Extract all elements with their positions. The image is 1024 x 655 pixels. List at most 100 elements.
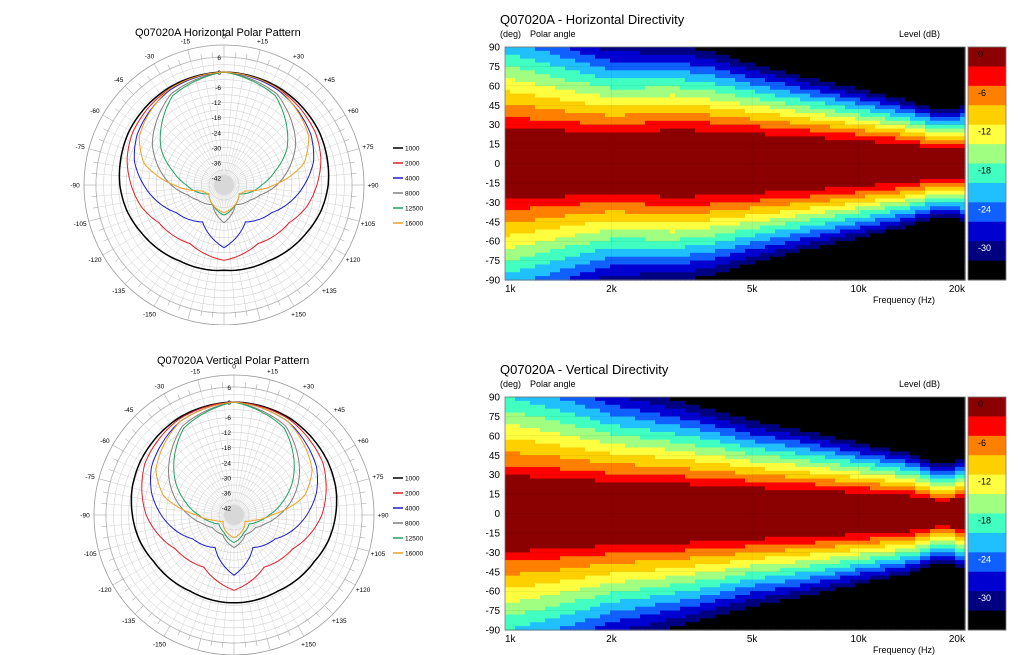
heatmap-cell [895, 54, 901, 60]
heatmap-cell [785, 109, 791, 114]
spoke [113, 120, 225, 186]
heatmap-cell [590, 175, 596, 180]
heatmap-cell [825, 264, 831, 269]
heatmap-cell [685, 140, 691, 145]
heatmap-cell [720, 50, 726, 56]
heatmap-cell [720, 62, 726, 68]
heatmap-cell [550, 225, 556, 231]
heatmap-cell [520, 260, 526, 266]
heatmap-cell [550, 194, 556, 200]
heatmap-cell [735, 105, 741, 110]
heatmap-cell [630, 186, 636, 192]
heatmap-cell [830, 70, 836, 75]
heatmap-cell [740, 78, 746, 83]
heatmap-cell [580, 66, 586, 71]
heatmap-cell [705, 202, 711, 207]
heatmap-cell [845, 163, 851, 168]
heatmap-cell [560, 144, 566, 149]
heatmap-cell [700, 97, 706, 102]
heatmap-cell [525, 182, 531, 188]
heatmap-cell [650, 140, 656, 145]
heatmap-cell [660, 229, 666, 234]
heatmap-cell [785, 198, 791, 203]
heatmap-cell [785, 62, 791, 68]
heatmap-cell [830, 260, 836, 266]
heatmap-cell [850, 147, 856, 153]
heatmap-cell [590, 155, 596, 161]
heatmap-cell [750, 233, 756, 238]
heatmap-cell [795, 272, 801, 277]
heatmap-cell [685, 97, 691, 102]
heatmap-cell [775, 245, 781, 250]
heatmap-cell [760, 151, 766, 157]
heatmap-cell [675, 70, 681, 75]
heatmap-cell [605, 163, 611, 168]
tick [103, 238, 109, 242]
heatmap-cell [840, 276, 846, 281]
heatmap-cell [685, 260, 691, 266]
heatmap-cell [545, 167, 551, 172]
heatmap-cell [710, 113, 716, 118]
heatmap-cell [725, 85, 731, 91]
heatmap-cell [615, 147, 621, 153]
heatmap-cell [765, 260, 771, 266]
heatmap-cell [660, 105, 666, 110]
heatmap-cell [600, 93, 606, 99]
heatmap-cell [695, 136, 701, 141]
heatmap-cell [630, 70, 636, 75]
heatmap-cell [610, 78, 616, 83]
heatmap-cell [560, 237, 566, 242]
heatmap-cell [570, 93, 576, 99]
heatmap-cell [665, 245, 671, 250]
heatmap-cell [755, 105, 761, 110]
heatmap-cell [725, 245, 731, 250]
heatmap-cell [855, 182, 861, 188]
heatmap-cell [755, 70, 761, 75]
heatmap-cell [715, 159, 721, 165]
heatmap-cell [835, 136, 841, 141]
heatmap-cell [515, 264, 521, 269]
heatmap-cell [605, 175, 611, 180]
heatmap-cell [615, 120, 621, 126]
heatmap-cell [570, 70, 576, 75]
heatmap-cell [670, 198, 676, 203]
heatmap-cell [875, 167, 881, 172]
tick [267, 59, 270, 65]
heatmap-cell [510, 276, 516, 281]
heatmap-cell [575, 167, 581, 172]
heatmap-cell [820, 260, 826, 266]
heatmap-cell [900, 97, 906, 102]
heatmap-cell [830, 66, 836, 71]
heatmap-cell [515, 140, 521, 145]
heatmap-cell [660, 210, 666, 215]
heatmap-cell [635, 62, 641, 68]
heatmap-cell [675, 276, 681, 281]
heatmap-cell [525, 109, 531, 114]
heatmap-cell [800, 241, 806, 246]
heatmap-cell [800, 194, 806, 200]
heatmap-cell [815, 132, 821, 137]
heatmap-cell [700, 210, 706, 215]
heatmap-cell [540, 202, 546, 207]
heatmap-cell [875, 151, 881, 157]
heatmap-cell [525, 101, 531, 106]
heatmap-cell [645, 85, 651, 91]
heatmap-cell [685, 113, 691, 118]
heatmap-cell [890, 93, 896, 99]
heatmap-cell [865, 62, 871, 68]
heatmap-cell [635, 264, 641, 269]
heatmap-cell [830, 93, 836, 99]
heatmap-cell [690, 128, 696, 134]
heatmap-cell [775, 151, 781, 157]
heatmap-cell [695, 113, 701, 118]
heatmap-cell [730, 66, 736, 71]
heatmap-cell [525, 272, 531, 277]
heatmap-cell [845, 81, 851, 87]
heatmap-cell [850, 171, 856, 176]
heatmap-cell [600, 198, 606, 203]
heatmap-cell [770, 163, 776, 168]
heatmap-cell [605, 132, 611, 137]
heatmap-cell [505, 248, 511, 254]
heatmap-cell [745, 66, 751, 71]
heatmap-cell [535, 175, 541, 180]
